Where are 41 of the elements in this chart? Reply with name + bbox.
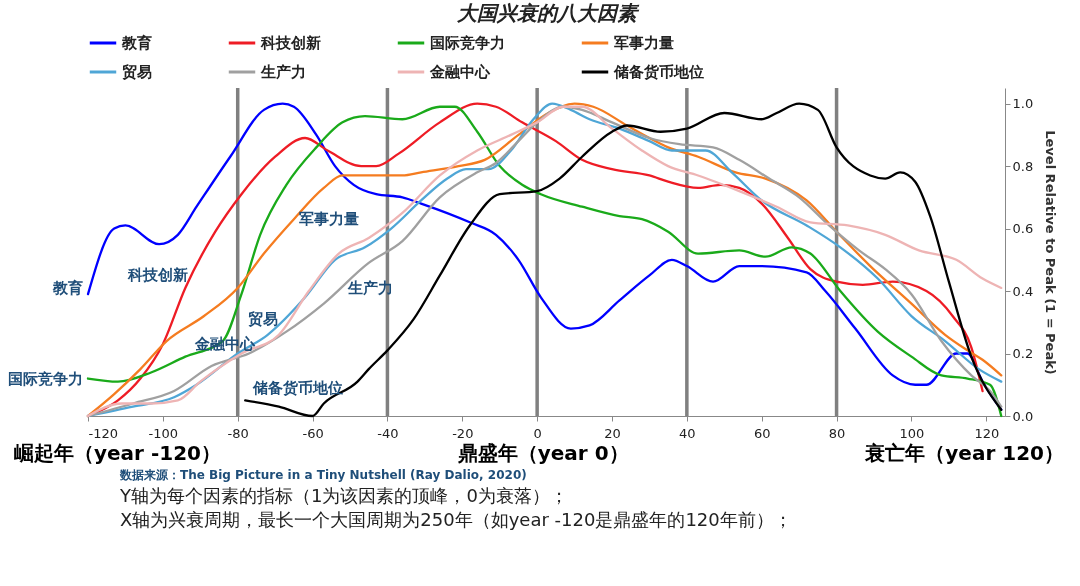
annotation: 军事力量 bbox=[298, 210, 359, 229]
y-tick-label: 0.4 bbox=[1012, 283, 1034, 299]
text: X轴为兴衰周期，最长一个大国周期为250年（如year -120是鼎盛年的120年前）； bbox=[120, 508, 793, 532]
x-tick-label: -100 bbox=[148, 425, 179, 441]
legend-label: 科技创新 bbox=[260, 34, 321, 52]
x-tick-label: 100 bbox=[899, 425, 925, 441]
annotation: 国际竞争力 bbox=[8, 369, 83, 388]
x-tick-label: 20 bbox=[604, 425, 621, 441]
legend-label: 军事力量 bbox=[614, 34, 674, 52]
x-tick-label: -120 bbox=[88, 425, 119, 441]
y-tick-label: 0.8 bbox=[1012, 158, 1034, 174]
source-note: 数据来源：The Big Picture in a Tiny Nutshell (Ray Dalio, 2020) bbox=[120, 467, 528, 484]
x-tick-label: -40 bbox=[377, 425, 399, 441]
x-tick-label: -20 bbox=[452, 425, 474, 441]
x-tick-label: 40 bbox=[679, 425, 696, 441]
text: 鼎盛年（year 0） bbox=[457, 440, 629, 467]
x-tick-label: 120 bbox=[974, 425, 1000, 441]
text: 崛起年（year -120） bbox=[14, 440, 221, 467]
annotation: 教育 bbox=[52, 278, 83, 297]
y-tick-label: 1.0 bbox=[1012, 96, 1034, 112]
legend-label: 贸易 bbox=[122, 63, 152, 81]
x-tick-label: 0 bbox=[533, 425, 542, 441]
legend-label: 金融中心 bbox=[429, 63, 491, 81]
y-tick-label: 0.6 bbox=[1012, 221, 1034, 237]
annotation: 贸易 bbox=[247, 310, 278, 329]
y-tick-label: 0.0 bbox=[1012, 408, 1034, 424]
legend-label: 生产力 bbox=[260, 63, 306, 81]
x-tick-label: 60 bbox=[753, 425, 771, 441]
y-tick-label: 0.2 bbox=[1012, 346, 1034, 362]
text: 衰亡年（year 120） bbox=[865, 440, 1064, 467]
annotation: 科技创新 bbox=[126, 266, 188, 285]
text: Y轴为每个因素的指标（1为该因素的顶峰，0为衰落）； bbox=[120, 484, 569, 508]
x-tick-label: -60 bbox=[302, 425, 324, 441]
legend-label: 国际竞争力 bbox=[430, 34, 505, 52]
annotation: 储备货币地位 bbox=[251, 378, 343, 397]
chart-title: 大国兴衰的八大因素 bbox=[456, 1, 640, 25]
legend-label: 教育 bbox=[121, 34, 152, 52]
y-axis-title: Level Relative to Peak (1 = Peak) bbox=[1043, 130, 1059, 375]
x-tick-label: 80 bbox=[828, 425, 846, 441]
legend-label: 储备货币地位 bbox=[613, 63, 704, 81]
x-tick-label: -80 bbox=[227, 425, 249, 441]
